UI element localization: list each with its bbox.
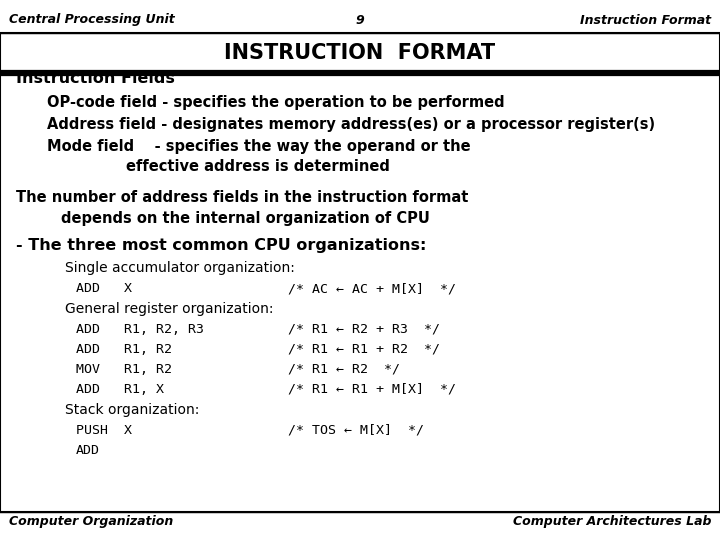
Text: Single accumulator organization:: Single accumulator organization: — [65, 261, 294, 275]
Text: 9: 9 — [356, 14, 364, 26]
Text: Computer Architectures Lab: Computer Architectures Lab — [513, 515, 711, 528]
Text: ADD   R1, R2, R3: ADD R1, R2, R3 — [76, 323, 204, 336]
Text: PUSH  X: PUSH X — [76, 424, 132, 437]
Text: Stack organization:: Stack organization: — [65, 403, 199, 417]
Text: /* R1 ← R2  */: /* R1 ← R2 */ — [288, 363, 400, 376]
Bar — [0, 73, 720, 512]
Text: /* R1 ← R1 + R2  */: /* R1 ← R1 + R2 */ — [288, 343, 440, 356]
Text: MOV   R1, R2: MOV R1, R2 — [76, 363, 171, 376]
Text: General register organization:: General register organization: — [65, 302, 274, 316]
Text: Address field - designates memory address(es) or a processor register(s): Address field - designates memory addres… — [47, 117, 655, 132]
Text: ADD   R1, X: ADD R1, X — [76, 383, 163, 396]
Text: Mode field    - specifies the way the operand or the: Mode field - specifies the way the opera… — [47, 139, 470, 154]
Text: ADD   R1, R2: ADD R1, R2 — [76, 343, 171, 356]
Text: Instruction Format: Instruction Format — [580, 14, 711, 26]
Text: ADD   X: ADD X — [76, 282, 132, 295]
Text: /* R1 ← R2 + R3  */: /* R1 ← R2 + R3 */ — [288, 323, 440, 336]
Text: /* TOS ← M[X]  */: /* TOS ← M[X] */ — [288, 424, 424, 437]
Text: OP-code field - specifies the operation to be performed: OP-code field - specifies the operation … — [47, 95, 505, 110]
Text: /* AC ← AC + M[X]  */: /* AC ← AC + M[X] */ — [288, 282, 456, 295]
Text: - The three most common CPU organizations:: - The three most common CPU organization… — [16, 238, 426, 253]
Text: Central Processing Unit: Central Processing Unit — [9, 14, 174, 26]
Text: depends on the internal organization of CPU: depends on the internal organization of … — [61, 211, 430, 226]
Text: INSTRUCTION  FORMAT: INSTRUCTION FORMAT — [225, 43, 495, 63]
Text: /* R1 ← R1 + M[X]  */: /* R1 ← R1 + M[X] */ — [288, 383, 456, 396]
Bar — [0, 33, 720, 73]
Text: ADD: ADD — [76, 444, 99, 457]
Text: Instruction Fields: Instruction Fields — [16, 71, 175, 86]
Text: The number of address fields in the instruction format: The number of address fields in the inst… — [16, 190, 468, 205]
Text: effective address is determined: effective address is determined — [126, 159, 390, 174]
Text: Computer Organization: Computer Organization — [9, 515, 173, 528]
